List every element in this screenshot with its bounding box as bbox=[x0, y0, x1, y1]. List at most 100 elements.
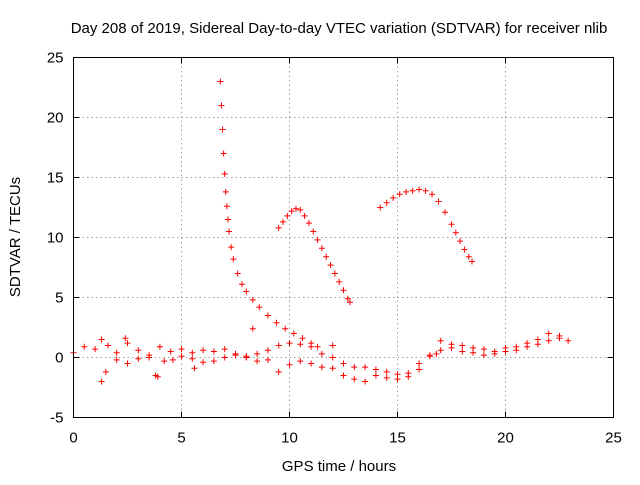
y-axis-label: SDTVAR / TECUs bbox=[7, 177, 24, 297]
data-point bbox=[305, 220, 312, 227]
data-point bbox=[318, 364, 325, 371]
data-point bbox=[264, 347, 271, 354]
data-point bbox=[513, 347, 520, 354]
data-point bbox=[336, 278, 343, 285]
data-point bbox=[161, 358, 168, 365]
data-point bbox=[81, 343, 88, 350]
data-point bbox=[469, 258, 476, 265]
series-base-band-lower bbox=[98, 335, 563, 385]
data-point bbox=[323, 253, 330, 260]
data-point bbox=[292, 205, 299, 212]
data-point bbox=[92, 346, 99, 353]
data-point bbox=[191, 365, 198, 372]
y-tick-label: 15 bbox=[47, 170, 64, 187]
data-point bbox=[288, 208, 295, 215]
data-point bbox=[403, 188, 410, 195]
plot-frame bbox=[73, 57, 614, 418]
data-point bbox=[308, 360, 315, 367]
data-point bbox=[256, 304, 263, 311]
data-point bbox=[221, 346, 228, 353]
x-tick-label: 10 bbox=[281, 430, 298, 447]
y-tick-label: 25 bbox=[47, 50, 64, 67]
data-point bbox=[223, 203, 230, 210]
data-point bbox=[491, 350, 498, 357]
data-point bbox=[362, 364, 369, 371]
data-point bbox=[200, 359, 207, 366]
data-point bbox=[448, 221, 455, 228]
data-point bbox=[480, 352, 487, 359]
data-point bbox=[299, 335, 306, 342]
data-point bbox=[437, 347, 444, 354]
x-tick-label: 5 bbox=[177, 430, 185, 447]
data-point bbox=[480, 346, 487, 353]
data-point bbox=[189, 355, 196, 362]
data-point bbox=[437, 337, 444, 344]
data-point bbox=[416, 186, 423, 193]
data-point bbox=[318, 245, 325, 252]
data-point bbox=[545, 337, 552, 344]
data-point bbox=[409, 187, 416, 194]
data-point bbox=[113, 349, 120, 356]
data-point bbox=[210, 348, 217, 355]
series-arc-steep-decay bbox=[217, 78, 321, 350]
data-point bbox=[290, 330, 297, 337]
data-point bbox=[534, 341, 541, 348]
data-point bbox=[98, 378, 105, 385]
data-point bbox=[346, 299, 353, 306]
data-point bbox=[416, 360, 423, 367]
data-point bbox=[286, 361, 293, 368]
data-point bbox=[372, 366, 379, 373]
data-point bbox=[124, 360, 131, 367]
x-tick-label: 0 bbox=[69, 430, 77, 447]
series-arc-hump-10h bbox=[275, 205, 353, 306]
data-point bbox=[221, 170, 228, 177]
data-point bbox=[234, 270, 241, 277]
data-point bbox=[228, 244, 235, 251]
data-point bbox=[329, 354, 336, 361]
data-point bbox=[275, 368, 282, 375]
data-point bbox=[327, 262, 334, 269]
data-point bbox=[556, 335, 563, 342]
data-point bbox=[318, 350, 325, 357]
data-point bbox=[222, 188, 229, 195]
data-point bbox=[113, 356, 120, 363]
data-point bbox=[254, 358, 261, 365]
data-point bbox=[565, 337, 572, 344]
data-point bbox=[154, 373, 161, 380]
grid-layer bbox=[73, 57, 614, 418]
data-point bbox=[219, 126, 226, 133]
data-point bbox=[297, 341, 304, 348]
data-point bbox=[146, 354, 153, 361]
data-point bbox=[524, 343, 531, 350]
data-point bbox=[429, 191, 436, 198]
data-point bbox=[275, 224, 282, 231]
data-point bbox=[249, 325, 256, 332]
data-point bbox=[435, 198, 442, 205]
data-point bbox=[308, 343, 315, 350]
data-point bbox=[545, 330, 552, 337]
data-point bbox=[394, 376, 401, 383]
data-point bbox=[390, 194, 397, 201]
data-point bbox=[221, 354, 228, 361]
data-point bbox=[178, 353, 185, 360]
data-point bbox=[383, 199, 390, 206]
data-point bbox=[459, 342, 466, 349]
data-point bbox=[98, 336, 105, 343]
data-point bbox=[224, 216, 231, 223]
data-point bbox=[383, 374, 390, 381]
data-point bbox=[448, 344, 455, 351]
data-point bbox=[331, 270, 338, 277]
data-point bbox=[340, 372, 347, 379]
data-point bbox=[351, 364, 358, 371]
data-point bbox=[426, 353, 433, 360]
data-point bbox=[243, 354, 250, 361]
data-point bbox=[273, 319, 280, 326]
data-point bbox=[275, 342, 282, 349]
data-point bbox=[362, 378, 369, 385]
y-tick-label: 5 bbox=[55, 290, 63, 307]
data-point bbox=[210, 358, 217, 365]
data-point bbox=[232, 352, 239, 359]
data-point bbox=[329, 365, 336, 372]
y-tick-label: 0 bbox=[55, 350, 63, 367]
